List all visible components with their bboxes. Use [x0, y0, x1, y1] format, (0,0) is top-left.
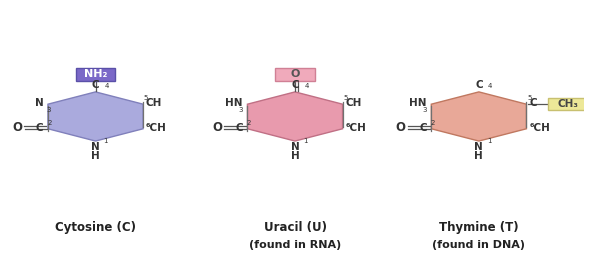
- Text: 2: 2: [431, 120, 435, 126]
- Text: O: O: [212, 121, 222, 134]
- Text: 5: 5: [144, 95, 148, 101]
- Text: 3: 3: [46, 107, 51, 113]
- Text: ⁶CH: ⁶CH: [529, 123, 550, 133]
- Text: H: H: [291, 151, 299, 161]
- Text: 4: 4: [488, 83, 493, 89]
- Polygon shape: [431, 92, 526, 141]
- Text: CH: CH: [146, 98, 162, 109]
- FancyBboxPatch shape: [76, 68, 115, 81]
- Text: 3: 3: [422, 107, 427, 113]
- Text: C: C: [419, 123, 427, 133]
- Text: Cytosine (C): Cytosine (C): [55, 221, 136, 234]
- Polygon shape: [48, 92, 143, 141]
- Text: 2: 2: [247, 120, 251, 126]
- Text: H: H: [91, 151, 100, 161]
- Text: Thymine (T): Thymine (T): [439, 221, 519, 234]
- Text: (found in DNA): (found in DNA): [432, 239, 525, 249]
- Text: C: C: [91, 80, 99, 90]
- Text: CH₃: CH₃: [558, 99, 579, 109]
- Text: ⁶CH: ⁶CH: [346, 123, 366, 133]
- Text: 5: 5: [343, 95, 348, 101]
- Text: (found in RNA): (found in RNA): [249, 239, 341, 249]
- Text: C: C: [235, 123, 243, 133]
- Text: HN: HN: [409, 98, 427, 109]
- Text: 4: 4: [105, 83, 109, 89]
- Text: 3: 3: [238, 107, 243, 113]
- Text: N: N: [35, 98, 43, 109]
- Text: 5: 5: [527, 95, 532, 101]
- Text: O: O: [12, 121, 22, 134]
- Text: ⁶CH: ⁶CH: [146, 123, 167, 133]
- FancyBboxPatch shape: [548, 98, 589, 110]
- Text: H: H: [474, 151, 483, 161]
- Text: C: C: [291, 80, 299, 90]
- Text: C: C: [36, 123, 43, 133]
- Text: N: N: [91, 142, 100, 152]
- Text: 1: 1: [303, 138, 307, 144]
- Text: O: O: [396, 121, 406, 134]
- Text: C: C: [475, 80, 483, 90]
- Text: Uracil (U): Uracil (U): [264, 221, 326, 234]
- Text: N: N: [291, 142, 299, 152]
- Text: 2: 2: [47, 120, 52, 126]
- Text: HN: HN: [225, 98, 243, 109]
- Text: O: O: [290, 69, 300, 79]
- Text: C: C: [529, 98, 537, 109]
- Text: 4: 4: [304, 83, 309, 89]
- FancyBboxPatch shape: [276, 68, 314, 81]
- Text: CH: CH: [346, 98, 362, 109]
- Polygon shape: [247, 92, 343, 141]
- Text: N: N: [474, 142, 483, 152]
- Text: 1: 1: [104, 138, 108, 144]
- Text: 1: 1: [487, 138, 491, 144]
- Text: NH₂: NH₂: [84, 69, 107, 79]
